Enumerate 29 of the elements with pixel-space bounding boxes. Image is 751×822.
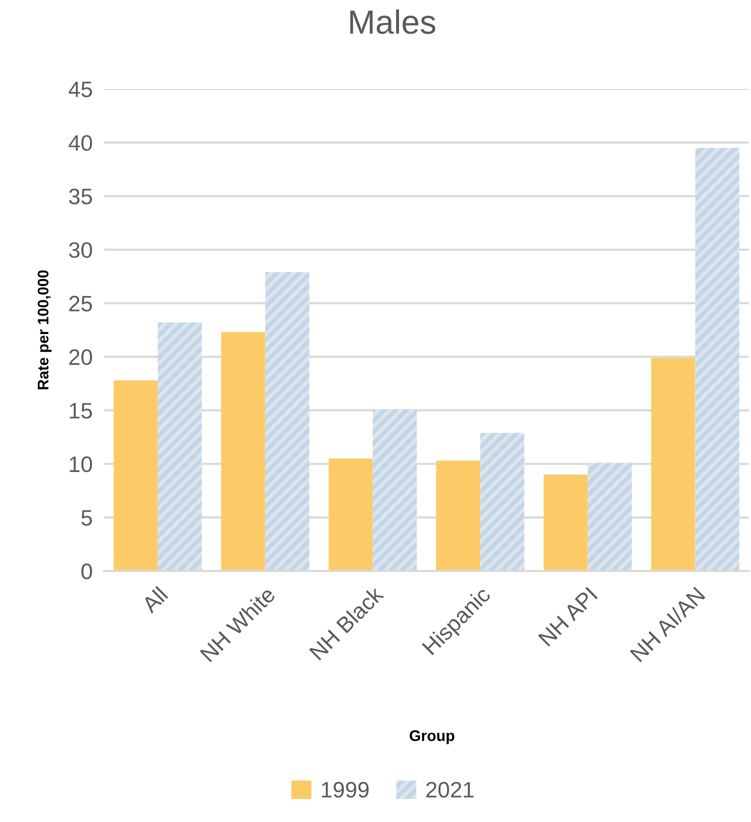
x-tick-label: NH API xyxy=(538,586,598,647)
y-axis-title: Rate per 100,000 xyxy=(38,270,52,390)
bar xyxy=(480,432,524,571)
x-axis-title: Group xyxy=(410,730,454,744)
y-tick-label: 40 xyxy=(68,135,92,151)
legend-label: 2021 xyxy=(426,782,474,798)
y-tick-label: 25 xyxy=(69,296,92,312)
bar xyxy=(651,358,696,571)
x-tick-label: All xyxy=(140,586,168,614)
y-tick-label: 15 xyxy=(70,403,92,419)
y-tick-label: 0 xyxy=(81,564,92,580)
bar xyxy=(695,148,740,571)
y-tick-label: 45 xyxy=(68,82,92,98)
bar xyxy=(372,409,417,571)
bar xyxy=(221,332,266,571)
bar xyxy=(114,380,158,571)
legend-label: 1999 xyxy=(322,782,369,798)
bar xyxy=(158,322,202,571)
bar xyxy=(328,458,373,571)
y-tick-label: 20 xyxy=(69,349,92,366)
bar xyxy=(544,474,588,571)
y-tick-label: 5 xyxy=(81,510,92,526)
chart-title: Males xyxy=(350,9,436,34)
y-tick-label: 10 xyxy=(70,456,92,472)
y-tick-label: 30 xyxy=(69,242,92,258)
bar xyxy=(588,462,632,571)
bar xyxy=(436,460,480,571)
y-tick-label: 35 xyxy=(69,188,92,204)
bar xyxy=(265,272,310,571)
